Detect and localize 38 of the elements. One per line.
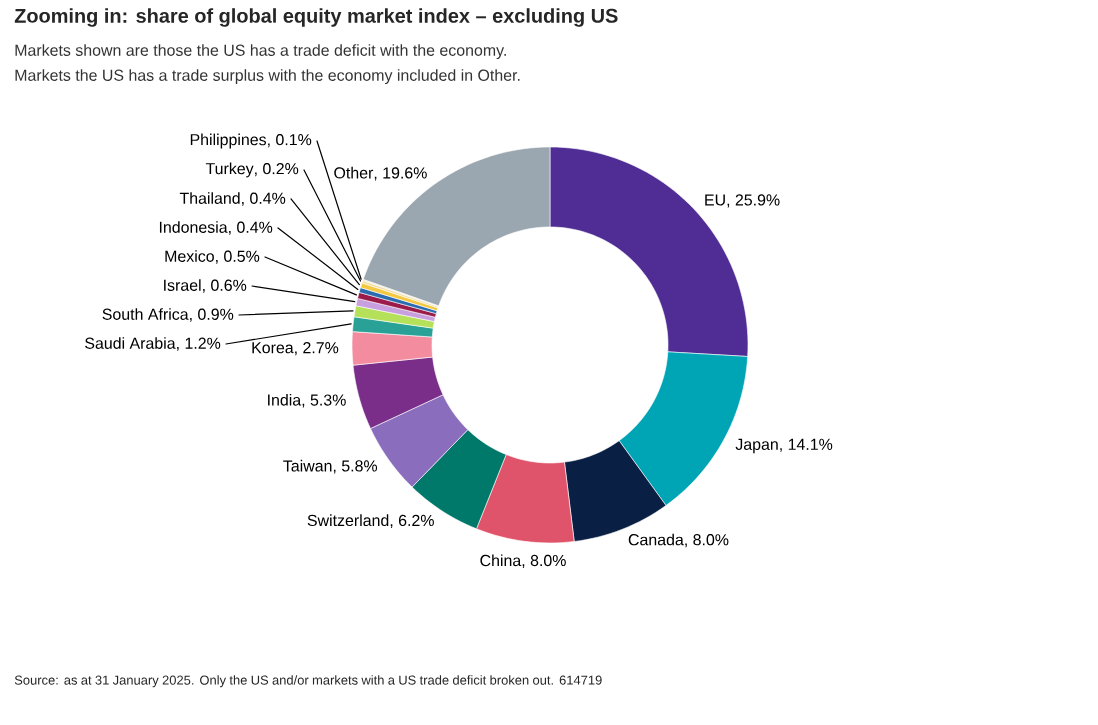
chart-title: Zooming in: share of global equity market index – excluding US: [14, 8, 618, 27]
data-label: , 2.7%: [295, 342, 339, 356]
slice-label: Mexico: [165, 250, 214, 262]
slice-label: EU: [705, 194, 725, 206]
slice-label: Saudi Arabia: [85, 337, 176, 349]
data-label: , 5.8%: [333, 460, 378, 474]
data-label: , 25.9%: [727, 194, 780, 208]
slice-label: Canada: [628, 533, 684, 546]
data-label: , 19.6%: [374, 167, 427, 181]
slice-label: India: [268, 393, 302, 406]
data-label: , 0.2%: [255, 162, 299, 177]
slice-label: Turkey: [205, 162, 254, 178]
slice-label: Other: [334, 166, 374, 179]
data-label: , 0.5%: [216, 250, 260, 264]
slice-label: Japan: [735, 438, 778, 454]
slice-label: Korea: [252, 342, 294, 354]
data-label: , 8.0%: [522, 554, 566, 569]
slice-label: Indonesia: [159, 221, 228, 233]
data-label: , 5.3%: [302, 394, 346, 408]
data-label: , 0.9%: [190, 308, 234, 322]
slice-label: Philippines: [190, 133, 267, 149]
slice-label: Israel: [164, 279, 201, 291]
slice-label: Switzerland: [307, 514, 389, 527]
data-label: , 8.0%: [685, 534, 729, 548]
source-note: Source: as at 31 January 2025. Only the US and/or markets with a US trade deficit broken out. 614719: [14, 675, 602, 688]
data-label: , 0.1%: [268, 133, 312, 148]
slice-label: China: [480, 554, 522, 567]
data-label: , 1.2%: [177, 337, 221, 351]
slice-label: South Africa: [102, 308, 189, 320]
slice-label: Thailand: [179, 192, 240, 204]
text: Markets the US has a trade surplus with the economy included in Other.: [15, 69, 520, 85]
data-label: , 14.1%: [780, 438, 833, 452]
data-label: , 0.6%: [203, 279, 247, 293]
data-label: , 6.2%: [390, 514, 434, 528]
chart-subtitle: Markets shown are those the US has a trade deficit with the economy.: [15, 44, 506, 60]
data-label: , 0.4%: [229, 221, 273, 235]
slice-label: Taiwan: [283, 459, 332, 472]
data-label: , 0.4%: [242, 192, 286, 206]
